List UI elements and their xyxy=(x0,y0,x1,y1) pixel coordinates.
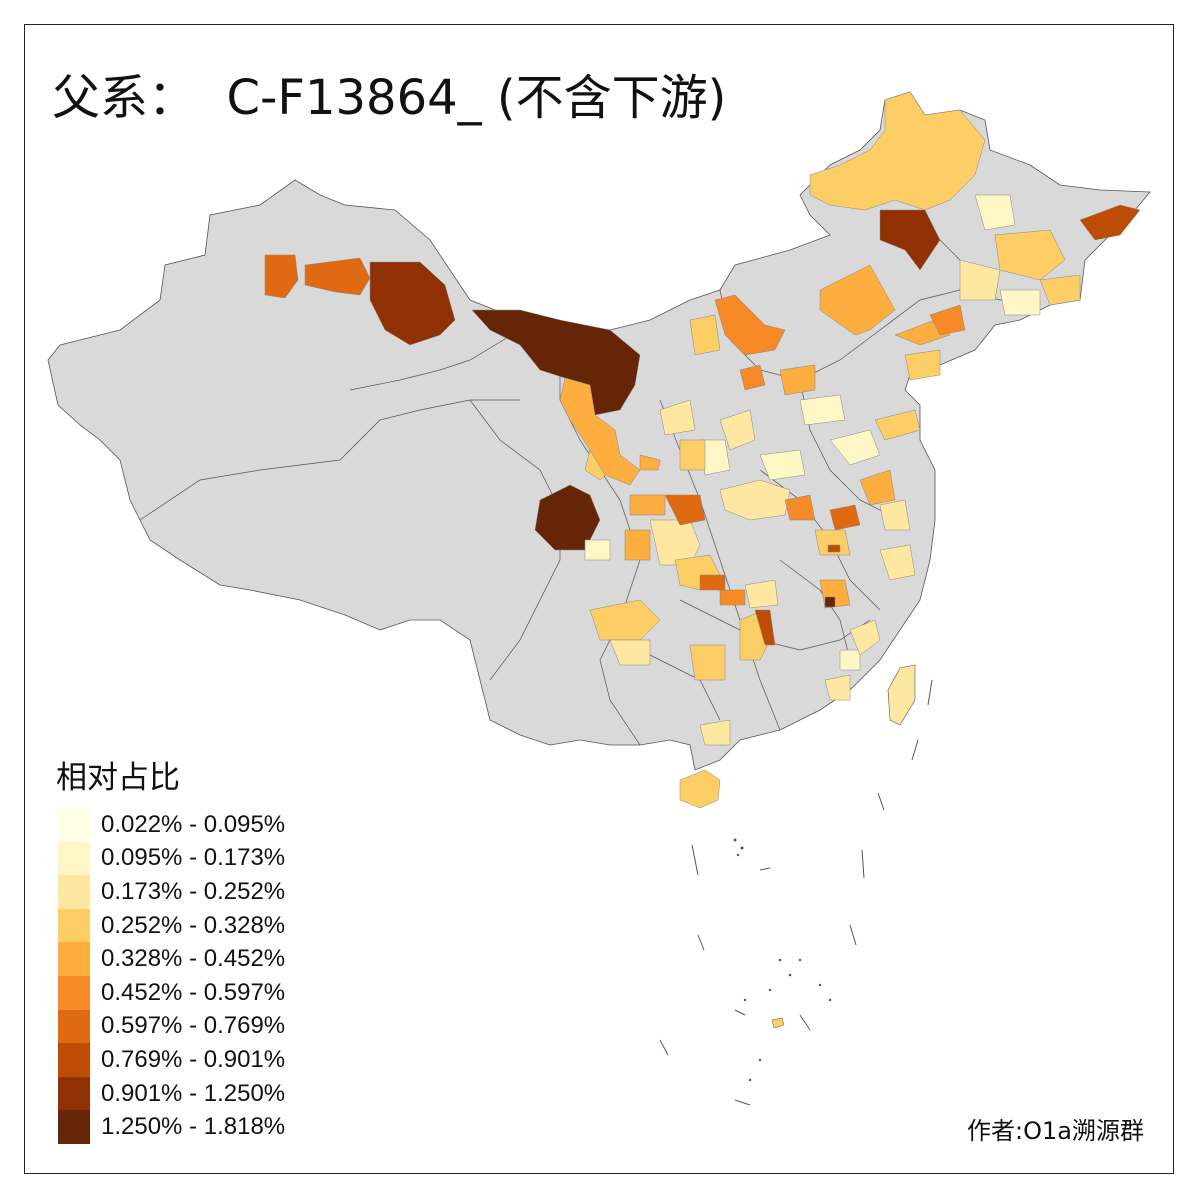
legend-item: 0.452% - 0.597% xyxy=(58,975,286,1010)
region-anhui-2 xyxy=(814,529,851,556)
legend-title: 相对占比 xyxy=(56,760,180,796)
region-gansu-2 xyxy=(584,449,606,481)
region-shandong-2 xyxy=(874,409,921,441)
region-hulunbuir xyxy=(809,91,986,211)
map-title: 父系： C-F13864_ (不含下游) xyxy=(52,70,727,126)
region-yunnan-1 xyxy=(589,599,661,641)
region-jiangsu-1 xyxy=(859,469,896,506)
region-guoluo xyxy=(534,484,601,551)
region-fujian xyxy=(849,619,881,656)
legend-swatch xyxy=(58,942,90,976)
region-shanxi-3 xyxy=(739,364,766,391)
region-anhui-3 xyxy=(827,544,841,553)
region-tacheng xyxy=(264,254,299,299)
region-shandong-1 xyxy=(829,429,881,466)
legend-item: 0.769% - 0.901% xyxy=(58,1043,285,1077)
legend-item: 0.252% - 0.328% xyxy=(58,908,286,943)
legend-label: 0.095% - 0.173% xyxy=(101,844,286,872)
region-jiangxi-2 xyxy=(824,596,836,608)
region-xingan xyxy=(879,209,941,271)
legend-label: 0.597% - 0.769% xyxy=(101,1012,286,1040)
legend-label: 0.252% - 0.328% xyxy=(101,911,286,939)
legend-swatch xyxy=(58,1009,90,1044)
region-henan-3 xyxy=(784,494,816,521)
region-gansu-3 xyxy=(639,454,661,471)
region-hohhot xyxy=(689,314,721,356)
region-jiangsu-2 xyxy=(879,499,911,531)
region-shanxi-1 xyxy=(719,409,756,451)
legend-swatch xyxy=(58,908,90,943)
region-shaanxi-1 xyxy=(679,439,706,471)
region-zhejiang xyxy=(879,544,916,581)
legend-item: 0.095% - 0.173% xyxy=(58,841,286,876)
map-regions xyxy=(264,91,1141,809)
legend-swatch xyxy=(58,975,90,1010)
region-shaanxi-hz xyxy=(664,494,706,526)
region-guangxi-1 xyxy=(699,719,731,746)
legend-label: 0.901% - 1.250% xyxy=(101,1079,286,1107)
region-sichuan-2 xyxy=(624,529,651,561)
region-heilongjiang-2 xyxy=(994,229,1066,281)
legend-label: 0.769% - 0.901% xyxy=(101,1045,286,1073)
region-hunan-2 xyxy=(754,609,776,646)
legend-label: 1.250% - 1.818% xyxy=(101,1113,286,1141)
region-enshi xyxy=(699,574,726,591)
legend-swatch xyxy=(58,1043,90,1077)
region-yunnan-2 xyxy=(609,639,651,666)
region-guangdong xyxy=(824,674,851,701)
region-sichuan-1 xyxy=(584,539,611,561)
legend-label: 0.452% - 0.597% xyxy=(101,978,286,1006)
legend-swatch xyxy=(58,1110,90,1144)
author-credit: 作者:O1a溯源群 xyxy=(967,1117,1144,1145)
region-jilin-2 xyxy=(1039,274,1081,306)
legend-swatch xyxy=(58,875,90,909)
region-alxa xyxy=(471,309,641,416)
map-frame xyxy=(24,24,1174,1174)
region-kelamayi xyxy=(304,257,371,296)
region-jilin-3 xyxy=(999,289,1041,316)
legend-swatch xyxy=(58,1076,90,1111)
legend: 0.022% - 0.095% 0.095% - 0.173% 0.173% -… xyxy=(58,808,285,1144)
region-hebei-1 xyxy=(799,394,846,426)
region-taiwan xyxy=(887,664,916,726)
region-anhui-1 xyxy=(829,504,861,531)
region-hubei-2 xyxy=(719,589,746,606)
legend-item: 0.022% - 0.095% xyxy=(58,808,285,842)
region-gansu-1 xyxy=(559,377,641,486)
region-hainan xyxy=(679,769,721,809)
legend-item: 1.250% - 1.818% xyxy=(58,1110,285,1144)
region-ulanqab xyxy=(819,264,896,336)
region-altay xyxy=(369,261,456,346)
legend-label: 0.173% - 0.252% xyxy=(101,877,286,905)
region-liaoning-2 xyxy=(904,349,941,381)
region-ningxia xyxy=(659,399,696,436)
south-sea-islands xyxy=(733,838,832,1082)
region-island-small xyxy=(771,1017,785,1029)
region-hebei-2 xyxy=(779,364,816,396)
region-jilin-1 xyxy=(959,259,1001,301)
legend-swatch xyxy=(58,808,90,842)
legend-item: 0.597% - 0.769% xyxy=(58,1009,286,1044)
legend-item: 0.901% - 1.250% xyxy=(58,1076,286,1111)
region-hubei-1 xyxy=(744,579,779,609)
region-liaoning-1 xyxy=(929,304,966,336)
region-heilongjiang-3 xyxy=(1079,204,1141,241)
region-heilongjiang-1 xyxy=(974,194,1016,231)
region-baotou xyxy=(714,294,786,356)
south-sea-lines xyxy=(659,679,933,1106)
region-jiangxi-3 xyxy=(839,649,861,671)
legend-label: 0.328% - 0.452% xyxy=(101,945,286,973)
legend-swatch xyxy=(58,841,90,876)
legend-item: 0.173% - 0.252% xyxy=(58,875,285,909)
region-gansu-tianshui xyxy=(629,494,666,516)
region-guizhou xyxy=(689,644,726,681)
legend-item: 0.328% - 0.452% xyxy=(58,942,285,976)
region-henan-2 xyxy=(759,449,806,481)
legend-label: 0.022% - 0.095% xyxy=(101,810,286,838)
region-henan-1 xyxy=(719,479,791,521)
